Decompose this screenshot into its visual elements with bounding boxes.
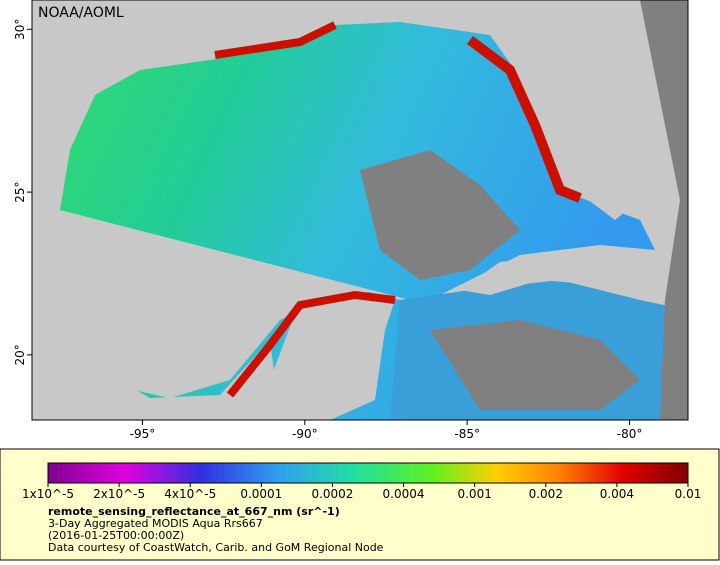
info-line: (2016-01-25T00:00:00Z): [48, 529, 184, 542]
info-line: Data courtesy of CoastWatch, Carib. and …: [48, 541, 384, 554]
agency-label: NOAA/AOML: [38, 5, 124, 21]
cuba: [460, 255, 660, 295]
y-tick-label: 20°: [13, 344, 27, 365]
y-tick-label: 25°: [13, 181, 27, 202]
x-tick-label: -80°: [617, 427, 643, 441]
mexico-inland: [32, 215, 280, 420]
y-tick-label: 30°: [13, 19, 27, 40]
coastal-bloom: [226, 290, 396, 398]
axes: -95° -90° -85° -80° 20° 25° 30°: [13, 19, 642, 441]
x-tick-label: -95°: [130, 427, 156, 441]
map-frame: [31, 0, 689, 421]
map: [32, 0, 688, 420]
coastal-bloom: [214, 21, 337, 59]
florida: [545, 60, 640, 220]
colorbar-tick-label: 0.01: [675, 487, 702, 501]
x-tick-label: -90°: [292, 427, 318, 441]
colorbar-tick-label: 1x10^-5: [22, 487, 74, 501]
yucatan: [270, 292, 395, 420]
colorbar-ticks: 1x10^-5 2x10^-5 4x10^-5 0.0001 0.0002 0.0004 0…: [22, 483, 701, 501]
colorbar-tick-label: 0.001: [457, 487, 491, 501]
colorbar-tick-label: 0.0002: [311, 487, 353, 501]
colorbar-tick-label: 0.002: [529, 487, 563, 501]
colorbar: [47, 462, 689, 484]
coastal-bloom: [467, 36, 582, 203]
info-line: 3-Day Aggregated MODIS Aqua Rrs667: [48, 517, 263, 530]
colorbar-tick-label: 4x10^-5: [164, 487, 216, 501]
no-data: [360, 150, 520, 280]
x-tick-label: -85°: [454, 427, 480, 441]
no-data: [430, 320, 640, 410]
colorbar-tick-label: 0.0004: [383, 487, 425, 501]
gulf: [32, 22, 655, 420]
colorbar-tick-label: 0.0001: [240, 487, 282, 501]
colorbar-tick-label: 0.004: [600, 487, 634, 501]
colorbar-tick-label: 2x10^-5: [93, 487, 145, 501]
no-data: [640, 0, 688, 420]
colorbar-title: remote_sensing_reflectance_at_667_nm (sr…: [48, 505, 340, 518]
